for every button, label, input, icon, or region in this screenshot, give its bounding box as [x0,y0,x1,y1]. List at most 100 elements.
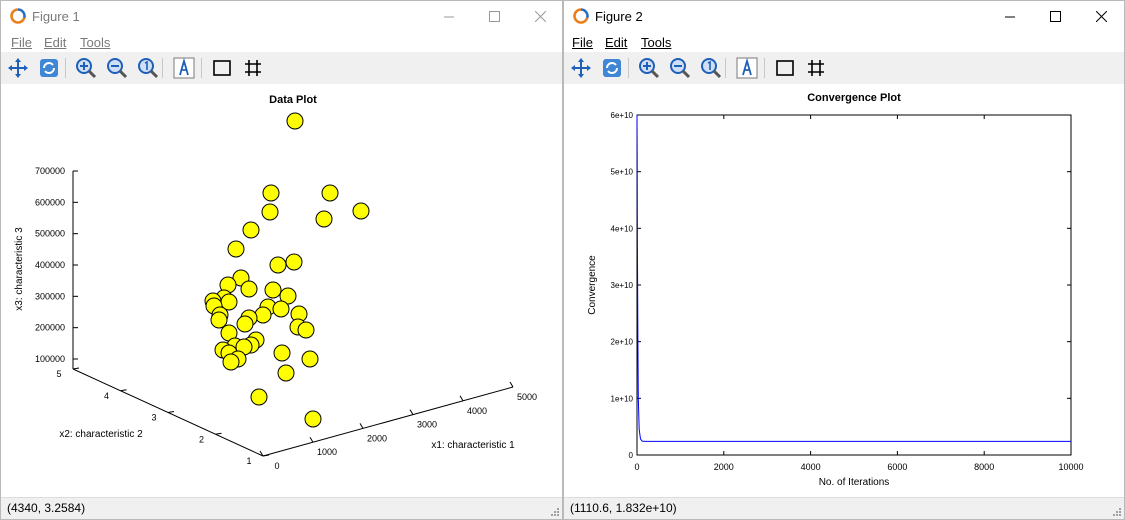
figure-toolbar [1,52,562,84]
menu-file[interactable]: File [11,35,32,50]
x1-tick-label: 4000 [467,406,487,416]
data-point [277,364,295,382]
zoom-reset-icon [701,58,722,79]
minimize-button[interactable] [426,1,472,32]
convergence-line [636,114,1071,442]
x1-tick-label: 5000 [517,392,537,402]
menu-edit[interactable]: Edit [44,35,67,50]
toolbar-separator [764,58,765,78]
zoom-in-button[interactable] [74,56,98,80]
zoom-out-button[interactable] [105,56,129,80]
title-bar[interactable]: Figure 2 [564,1,1124,32]
x3-axis-label: x3: characteristic 3 [14,227,25,311]
toolbar-separator [725,58,726,78]
resize-grip-icon[interactable] [549,506,559,516]
x3-tick-label: 600000 [35,197,65,207]
y-tick-label: 2e+10 [611,338,634,347]
data-plot-3d[interactable]: Data Plot 0 1000 2000 3000 4000 5000 x1: charac… [1,84,562,499]
x1-tick-label: 2000 [367,433,387,443]
insert-text-icon [736,57,758,79]
toggle-grid-icon [808,60,824,76]
insert-text-icon [173,57,195,79]
close-button[interactable] [1078,1,1124,32]
toggle-grid-button[interactable] [804,56,828,80]
x2-tick-label: 2 [199,434,204,444]
chart-title: Convergence Plot [807,92,901,104]
close-icon [534,11,546,22]
data-point [286,112,304,130]
zoom-reset-button[interactable] [136,56,160,80]
menu-edit[interactable]: Edit [605,35,628,50]
y-tick-label: 6e+10 [611,111,634,120]
toolbar-separator [628,58,629,78]
y-axis-label: Convergence [587,255,598,315]
toggle-box-icon [776,60,794,76]
zoom-out-icon [107,58,128,79]
pan-button[interactable] [6,56,30,80]
maximize-button[interactable] [1032,1,1078,32]
toggle-grid-icon [245,60,261,76]
x2-tick [72,367,80,370]
x-tick-label: 6000 [887,462,907,472]
x3-tick-label: 100000 [35,354,65,364]
cursor-coordinates: (4340, 3.2584) [7,501,86,515]
y-tick-label: 1e+10 [611,394,634,403]
y-tick-label: 4e+10 [611,224,634,233]
data-plot-area[interactable]: Data Plot 0 1000 2000 3000 4000 5000 x1: charac… [1,84,562,499]
close-button[interactable] [517,1,562,32]
maximize-button[interactable] [471,1,517,32]
minimize-icon [444,16,454,17]
toggle-grid-button[interactable] [241,56,265,80]
x3-tick-label: 300000 [35,291,65,301]
rotate-button[interactable] [600,56,624,80]
data-point [261,203,279,221]
resize-grip-icon[interactable] [1111,506,1121,516]
data-point [250,388,268,406]
zoom-in-button[interactable] [637,56,661,80]
pan-button[interactable] [569,56,593,80]
pan-icon [571,58,591,78]
data-point [264,281,282,299]
insert-text-button[interactable] [735,56,759,80]
toggle-box-button[interactable] [773,56,797,80]
x3-tick-label: 200000 [35,323,65,333]
zoom-out-button[interactable] [668,56,692,80]
data-point [210,311,228,329]
x1-tick [459,395,464,402]
toggle-box-button[interactable] [210,56,234,80]
zoom-reset-button[interactable] [699,56,723,80]
data-point [242,221,260,239]
x2-tick [262,454,270,457]
menu-file[interactable]: File [572,35,593,50]
convergence-plot-area[interactable]: Convergence Plot 0 2000 4000 6000 8000 10000 0 1… [564,84,1124,499]
rotate-icon [40,59,58,77]
x2-tick [167,411,175,413]
title-bar[interactable]: Figure 1 [1,1,562,32]
menu-tools[interactable]: Tools [80,35,111,50]
toolbar-separator [201,58,202,78]
toolbar-separator [162,58,163,78]
octave-app-icon [573,8,589,24]
x-tick-label: 2000 [714,462,734,472]
maximize-icon [1049,11,1061,22]
x2-tick-label: 5 [56,369,61,379]
convergence-plot[interactable]: Convergence Plot 0 2000 4000 6000 8000 10000 0 1… [564,84,1124,499]
x3-tick-label: 700000 [35,166,65,176]
minimize-button[interactable] [987,1,1033,32]
insert-text-button[interactable] [172,56,196,80]
data-point [236,315,254,333]
y-tick-label: 3e+10 [611,281,634,290]
data-point [301,350,319,368]
rotate-icon [603,59,621,77]
x2-tick-label: 4 [104,391,109,401]
y-tick-label: 0 [629,451,634,460]
rotate-button[interactable] [37,56,61,80]
x1-axis-label: x1: characteristic 1 [431,440,515,451]
data-point [227,240,245,258]
menu-tools[interactable]: Tools [641,35,672,50]
x1-tick [259,450,264,457]
x-tick-label: 10000 [1058,462,1083,472]
figure-2-window: Figure 2 File Edit Tools Convergence Plo… [563,0,1125,520]
maximize-icon [488,11,500,22]
pan-icon [8,58,28,78]
